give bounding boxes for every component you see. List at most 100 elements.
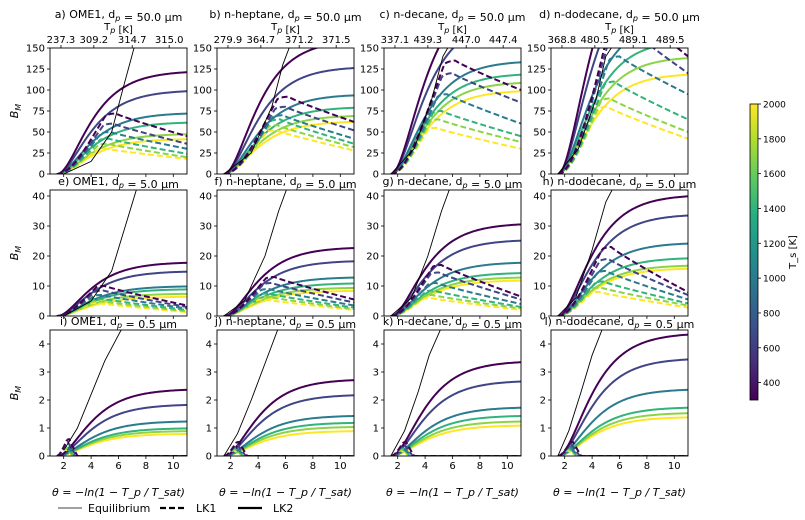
y-tick-label: 100 bbox=[360, 86, 379, 97]
y-tick-label: 0 bbox=[206, 312, 212, 323]
panel-frame bbox=[550, 47, 689, 175]
y-tick-label: 0 bbox=[540, 170, 546, 181]
y-tick-label: 0 bbox=[540, 312, 546, 323]
lk2-curve-300K bbox=[557, 333, 688, 456]
x-tick-label: 2 bbox=[61, 461, 67, 472]
top-axis-tick-label: 489.1 bbox=[619, 35, 648, 46]
lk2-curve-650K bbox=[56, 90, 187, 174]
lk2-curve-1700K bbox=[390, 81, 521, 174]
lk1-curve-650K bbox=[557, 257, 688, 316]
panel-curves bbox=[56, 190, 187, 316]
lk1-curve-2000K bbox=[56, 147, 187, 174]
x-tick-label: 8 bbox=[477, 461, 483, 472]
lk1-curve-650K bbox=[390, 72, 521, 174]
equilibrium-curve bbox=[63, 190, 137, 316]
y-tick-label: 0 bbox=[540, 452, 546, 463]
lk1-curve-300K bbox=[390, 263, 521, 316]
y-tick-label: 75 bbox=[32, 107, 45, 118]
lk1-curve-1000K bbox=[390, 281, 521, 316]
y-tick-label: 0 bbox=[206, 452, 212, 463]
y-tick-label: 0 bbox=[373, 452, 379, 463]
x-tick-label: 6 bbox=[616, 461, 622, 472]
panel-title: b) n-heptane, dp = 50.0 µm bbox=[209, 8, 361, 24]
y-tick-label: 4 bbox=[540, 340, 546, 351]
lk1-curve-1000K bbox=[557, 269, 688, 316]
colorbar-tick-label: 1800 bbox=[763, 135, 786, 145]
panel-title: c) n-decane, dp = 50.0 µm bbox=[379, 8, 525, 24]
lk2-curve-650K bbox=[557, 358, 688, 456]
y-tick-label: 0 bbox=[39, 170, 45, 181]
y-tick-label: 150 bbox=[26, 44, 45, 55]
colorbar-tick-label: 1400 bbox=[763, 205, 786, 215]
equilibrium-curve bbox=[390, 190, 450, 316]
top-axis-label: Tp [K] bbox=[270, 22, 300, 36]
x-tick-label: 2 bbox=[228, 461, 234, 472]
panel-frame bbox=[383, 329, 522, 457]
panel-title: f) n-heptane, dp = 5.0 µm bbox=[214, 175, 356, 191]
equilibrium-curve bbox=[557, 190, 613, 316]
equilibrium-curve bbox=[223, 330, 279, 456]
top-axis-tick-label: 368.8 bbox=[548, 35, 577, 46]
top-axis-tick-label: 439.3 bbox=[414, 35, 443, 46]
lk1-curve-1000K bbox=[56, 293, 187, 316]
top-axis-tick-label: 489.5 bbox=[656, 35, 685, 46]
panel-curves bbox=[557, 330, 688, 456]
x-tick-label: 4 bbox=[88, 461, 94, 472]
equilibrium-curve bbox=[557, 330, 603, 456]
x-axis-label: θ = −ln(1 − T_p / T_sat) bbox=[553, 486, 686, 499]
lk1-curve-300K bbox=[223, 275, 354, 316]
panel-curves bbox=[557, 190, 688, 316]
y-tick-label: 25 bbox=[533, 149, 546, 160]
lk2-curve-1400K bbox=[390, 415, 521, 456]
panel-curves bbox=[223, 190, 354, 316]
equilibrium-curve bbox=[390, 48, 449, 174]
lk2-curve-300K bbox=[390, 48, 440, 174]
x-axis-label: θ = −ln(1 − T_p / T_sat) bbox=[219, 486, 352, 499]
y-tick-label: 40 bbox=[533, 192, 546, 203]
y-tick-label: 2 bbox=[373, 396, 379, 407]
x-tick-label: 10 bbox=[501, 461, 514, 472]
lk2-curve-300K bbox=[223, 247, 354, 316]
x-tick-label: 8 bbox=[310, 461, 316, 472]
panel-k: k) n-decane, dp = 0.5 µm 0 1 2 3 4 2 4 6 8 10 bbox=[373, 315, 523, 472]
lk1-curve-300K bbox=[390, 59, 521, 174]
panel-curves bbox=[390, 48, 521, 174]
lk2-curve-300K bbox=[56, 261, 187, 316]
equilibrium-curve bbox=[63, 48, 135, 174]
x-axis-label: θ = −ln(1 − T_p / T_sat) bbox=[52, 486, 185, 499]
y-tick-label: 2 bbox=[540, 396, 546, 407]
y-tick-label: 0 bbox=[39, 452, 45, 463]
top-axis-tick-label: 314.7 bbox=[118, 35, 147, 46]
lk1-curve-1400K bbox=[390, 109, 521, 174]
lk2-curve-1400K bbox=[557, 48, 654, 174]
y-tick-label: 125 bbox=[26, 65, 45, 76]
x-tick-label: 8 bbox=[644, 461, 650, 472]
lk2-curve-650K bbox=[56, 270, 187, 316]
y-tick-label: 3 bbox=[540, 368, 546, 379]
panel-h: h) n-dodecane, dp = 5.0 µm 0 10 20 30 40 bbox=[533, 175, 696, 323]
top-axis-tick-label: 237.3 bbox=[47, 35, 76, 46]
y-tick-label: 1 bbox=[206, 424, 212, 435]
y-tick-label: 2 bbox=[206, 396, 212, 407]
legend: Equilibrium LK1 LK2 bbox=[58, 502, 293, 515]
lk2-curve-650K bbox=[390, 48, 455, 174]
lk2-curve-1700K bbox=[557, 264, 688, 316]
top-axis-tick-label: 315.0 bbox=[155, 35, 184, 46]
lk2-curve-650K bbox=[390, 380, 521, 456]
panel-title: a) OME1, dp = 50.0 µm bbox=[55, 8, 183, 24]
lk2-curve-1700K bbox=[223, 426, 354, 456]
top-axis-label: Tp [K] bbox=[604, 22, 634, 36]
y-tick-label: 0 bbox=[39, 312, 45, 323]
lk2-curve-2000K bbox=[56, 138, 187, 174]
lk1-curve-300K bbox=[56, 284, 187, 316]
lk1-curve-1700K bbox=[557, 286, 688, 316]
panel-title: d) n-dodecane, dp = 50.0 µm bbox=[539, 8, 700, 24]
y-tick-label: 25 bbox=[366, 149, 379, 160]
x-tick-label: 10 bbox=[668, 461, 681, 472]
y-tick-label: 25 bbox=[199, 149, 212, 160]
panel-frame bbox=[216, 329, 355, 457]
